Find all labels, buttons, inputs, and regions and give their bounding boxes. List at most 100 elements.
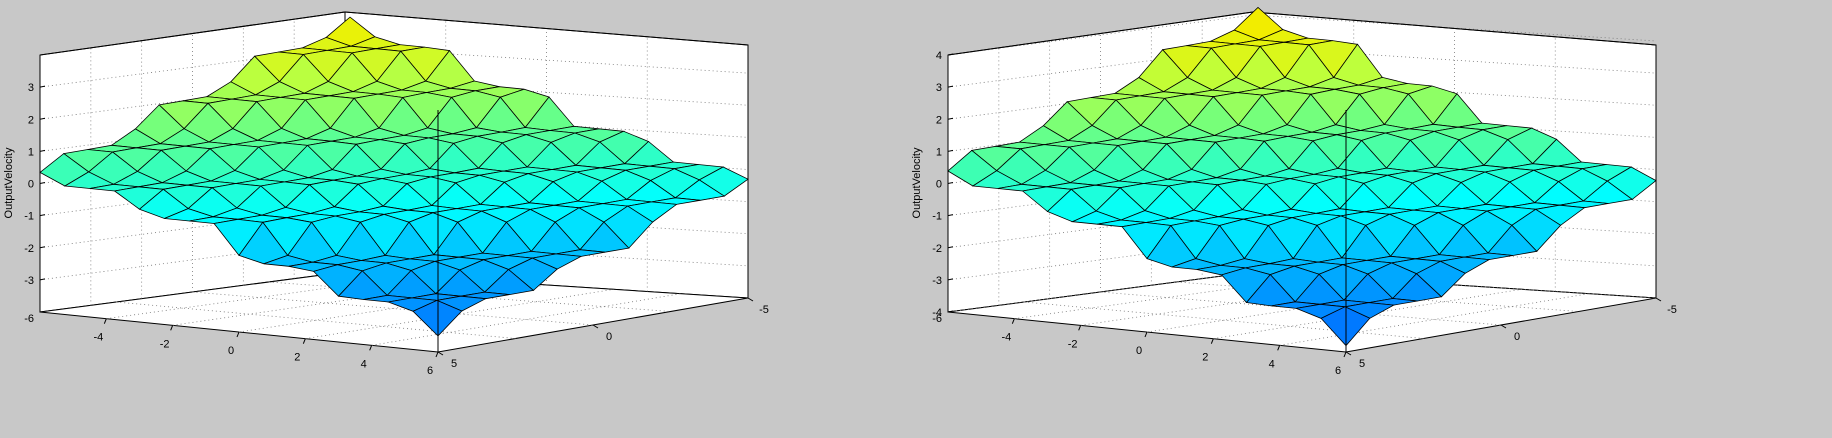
z-gridline xyxy=(39,46,749,88)
y-tick xyxy=(1500,324,1507,329)
z-tick-label: 0 xyxy=(28,179,34,191)
y-tick xyxy=(592,324,599,329)
z-tick-label: 3 xyxy=(936,82,942,94)
x-tick xyxy=(369,345,373,351)
y-tick-label: 5 xyxy=(451,358,457,370)
x-tick xyxy=(1078,325,1082,331)
z-tick-label: -1 xyxy=(24,211,34,223)
z-tick-label: 1 xyxy=(936,146,942,158)
floor-gridline xyxy=(192,291,594,326)
z-tick xyxy=(947,278,954,281)
surface-patches xyxy=(947,6,1657,347)
z-tick xyxy=(39,214,46,217)
z-tick-label: 2 xyxy=(28,114,34,126)
z-gridline xyxy=(947,14,1657,56)
z-tick xyxy=(947,214,954,217)
axes-group: -4-3-2-101234-6-4-2024650-5OutputVelocit… xyxy=(911,6,1677,377)
floor-gridline xyxy=(116,301,516,339)
z-gridline xyxy=(39,78,749,120)
z-tick-label: 1 xyxy=(28,146,34,158)
z-tick-label: -2 xyxy=(24,243,34,255)
x-tick xyxy=(1277,345,1281,351)
y-tick xyxy=(437,351,444,356)
floor-gridline xyxy=(371,293,681,346)
floor-gridline xyxy=(1279,293,1589,346)
z-gridline xyxy=(39,110,749,152)
z-gridline xyxy=(947,78,1657,120)
x-tick-label: -2 xyxy=(1068,338,1078,350)
z-tick xyxy=(947,85,954,88)
z-axis-title: OutputVelocity xyxy=(911,147,923,218)
axis-corner-label: -6 xyxy=(932,313,942,325)
surface-patch xyxy=(412,299,463,337)
z-tick-label: 0 xyxy=(936,179,942,191)
x-tick-label: -2 xyxy=(160,338,170,350)
x-tick-label: -4 xyxy=(1001,332,1011,344)
y-tick xyxy=(747,297,754,302)
x-tick xyxy=(1210,338,1214,344)
surface-plot-right: -4 -3 -2 -1 0 1 2 3 4 -6 -4 -2 0 2 4 6 5 0 -5 OutputVelocit… xyxy=(908,0,1824,438)
surface-plot-left: -3 -2 -1 0 1 2 3 -6 -4 -2 0 2 4 6 5 0 -5 OutputVelocity xyxy=(3,11,769,377)
z-axis-title: OutputVelocity xyxy=(3,147,15,218)
z-tick-label: 4 xyxy=(936,50,942,62)
z-tick xyxy=(947,310,954,313)
x-tick-label: 4 xyxy=(1269,358,1275,370)
axes-group: -3 -2 -1 0 1 2 3 -6 -4 -2 0 2 4 6 5 0 -5 OutputVelocity xyxy=(3,11,769,377)
z-gridline xyxy=(947,46,1657,88)
surface-patch xyxy=(1320,306,1371,347)
x-tick xyxy=(236,331,240,338)
x-tick-label: 0 xyxy=(1136,345,1142,357)
x-tick-label: 0 xyxy=(228,345,234,357)
y-tick-label: -5 xyxy=(1667,304,1677,316)
z-tick-label: -3 xyxy=(24,275,34,287)
surface-chart-right: -4-3-2-101234-6-4-2024650-5OutputVelocit… xyxy=(911,6,1677,377)
x-tick xyxy=(170,325,174,331)
z-tick xyxy=(39,246,46,249)
box-edge xyxy=(1252,11,1657,46)
floor-gridline xyxy=(305,288,614,340)
z-gridline xyxy=(947,239,1657,281)
x-tick-label: 4 xyxy=(361,358,367,370)
floor-gridline xyxy=(1024,301,1424,339)
box-edge xyxy=(39,11,346,56)
x-tick-label: 2 xyxy=(1202,352,1208,364)
z-tick xyxy=(947,149,954,152)
z-tick xyxy=(39,182,46,184)
x-tick xyxy=(1343,351,1347,358)
z-tick xyxy=(39,149,46,152)
z-tick xyxy=(947,246,954,249)
x-tick xyxy=(1011,318,1015,324)
z-tick xyxy=(39,278,46,281)
z-tick xyxy=(947,53,954,56)
surface-patches xyxy=(39,16,749,337)
z-tick xyxy=(947,182,954,184)
z-tick-label: -2 xyxy=(932,243,942,255)
z-tick-label: -1 xyxy=(932,211,942,223)
z-gridline xyxy=(39,239,749,281)
x-tick-label: -4 xyxy=(93,332,103,344)
x-tick-label: 6 xyxy=(1335,365,1341,377)
z-tick-label: 3 xyxy=(28,82,34,94)
z-tick xyxy=(39,85,46,88)
y-tick xyxy=(1345,351,1352,356)
x-tick xyxy=(435,351,439,358)
surface-chart-left: -3 -2 -1 0 1 2 3 -6 -4 -2 0 2 4 6 5 0 -5 OutputVelocity xyxy=(3,11,769,377)
box-edge xyxy=(947,11,1254,56)
z-tick-label: -3 xyxy=(932,275,942,287)
x-tick xyxy=(1144,331,1148,338)
x-tick-label: 6 xyxy=(427,365,433,377)
y-tick-label: -5 xyxy=(759,304,769,316)
axis-corner-label: -6 xyxy=(24,313,34,325)
z-tick-label: -4 xyxy=(932,307,942,319)
y-tick-label: 0 xyxy=(1514,331,1520,343)
x-tick xyxy=(302,338,306,344)
x-tick-label: 2 xyxy=(294,352,300,364)
z-tick xyxy=(947,117,954,120)
y-tick-label: 5 xyxy=(1359,358,1365,370)
z-tick-label: 2 xyxy=(936,114,942,126)
box-edge xyxy=(344,11,749,46)
z-tick xyxy=(39,117,46,120)
y-tick xyxy=(1655,297,1662,302)
x-tick xyxy=(103,318,107,324)
